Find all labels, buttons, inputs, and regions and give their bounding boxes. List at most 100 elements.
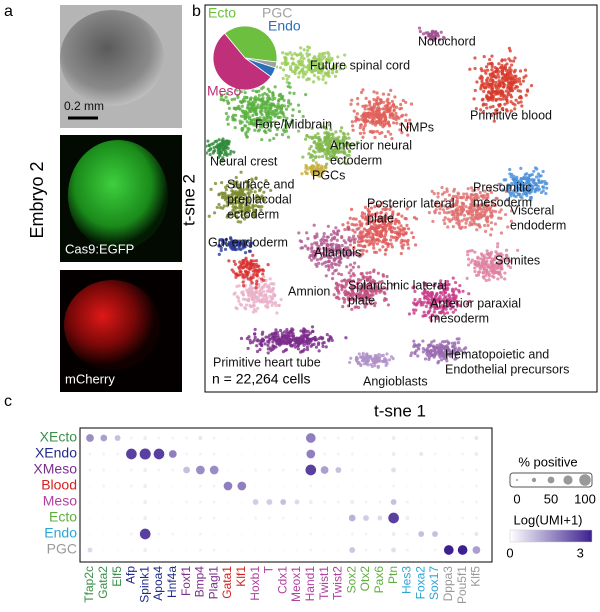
cell-dot xyxy=(239,170,243,174)
image-label: mCherry xyxy=(65,371,115,386)
cell-dot xyxy=(316,71,321,75)
cell-dot xyxy=(466,257,471,261)
cell-dot xyxy=(368,271,372,275)
cell-dot xyxy=(394,118,398,122)
cell-dot xyxy=(486,68,490,72)
cell-dot xyxy=(213,181,218,186)
cell-dot xyxy=(254,268,259,272)
cell-dot xyxy=(466,253,470,257)
cell-dot xyxy=(390,99,395,104)
expression-dot xyxy=(363,515,369,521)
cell-dot xyxy=(313,156,317,160)
cell-dot xyxy=(334,149,338,153)
cell-dot xyxy=(348,263,353,267)
cell-dot xyxy=(375,114,379,118)
cell-dot xyxy=(485,80,489,84)
cell-dot xyxy=(301,75,305,79)
cell-dot xyxy=(324,274,328,278)
cell-dot xyxy=(392,108,396,113)
cell-dot xyxy=(306,342,311,346)
cell-dot xyxy=(231,208,235,212)
cell-dot xyxy=(208,152,212,157)
cell-dot xyxy=(514,98,518,102)
cell-dot xyxy=(249,278,253,282)
expression-dot xyxy=(129,468,133,472)
cell-dot xyxy=(378,248,382,252)
cell-dot xyxy=(403,231,407,235)
cell-dot xyxy=(405,223,409,227)
cell-dot xyxy=(509,109,513,113)
cell-dot xyxy=(265,123,269,127)
gene-label: Twist1 xyxy=(317,566,331,600)
cell-dot xyxy=(223,191,227,195)
cell-dot xyxy=(350,98,354,102)
cell-dot xyxy=(484,209,489,213)
size-legend-dot xyxy=(547,476,555,484)
cell-dot xyxy=(230,189,234,193)
cell-dot xyxy=(256,338,260,342)
cell-dot xyxy=(450,289,455,293)
cell-dot xyxy=(513,107,517,111)
cell-dot xyxy=(271,340,275,344)
expression-dot xyxy=(198,532,202,536)
cell-dot xyxy=(236,210,240,214)
cell-dot xyxy=(373,135,377,140)
cell-dot xyxy=(386,103,390,108)
cell-dot xyxy=(335,69,339,74)
expression-dot xyxy=(474,452,479,456)
cell-dot xyxy=(285,328,289,332)
cell-dot xyxy=(324,127,328,131)
cell-dot xyxy=(317,261,321,265)
cell-dot xyxy=(343,227,347,232)
expression-dot xyxy=(295,484,299,488)
expression-dot xyxy=(212,516,216,520)
cell-dot xyxy=(321,140,325,144)
cell-dot xyxy=(236,296,241,300)
cell-dot xyxy=(371,243,376,247)
cell-dot xyxy=(315,136,319,140)
cell-dot xyxy=(485,106,489,110)
cell-dot xyxy=(491,104,495,109)
cell-dot xyxy=(343,278,347,282)
gene-label: Bmp4 xyxy=(193,566,207,598)
cell-dot xyxy=(436,191,440,195)
cell-dot xyxy=(332,259,336,263)
cell-dot xyxy=(237,201,242,205)
cell-dot xyxy=(486,223,490,228)
expression-dot xyxy=(254,532,257,536)
cell-dot xyxy=(223,145,228,150)
cell-dot xyxy=(307,337,311,341)
expression-dot xyxy=(461,436,465,440)
cell-dot xyxy=(375,120,379,125)
cell-dot xyxy=(207,214,211,218)
cell-dot xyxy=(217,143,221,148)
cell-dot xyxy=(325,333,329,337)
expression-dot xyxy=(157,484,161,488)
cell-dot xyxy=(342,160,346,164)
cell-dot xyxy=(341,305,345,309)
cell-dot xyxy=(275,339,279,343)
cell-dot xyxy=(249,190,253,194)
expression-dot xyxy=(419,484,423,488)
cell-dot xyxy=(416,354,420,358)
cell-dot xyxy=(263,342,267,346)
cell-dot xyxy=(290,118,294,122)
expression-dot xyxy=(320,466,329,474)
cell-dot xyxy=(439,203,444,207)
cell-dot xyxy=(363,205,368,209)
cell-dot xyxy=(290,56,294,60)
cell-dot xyxy=(327,259,331,263)
cell-dot xyxy=(355,227,359,231)
cell-dot xyxy=(308,155,313,160)
cell-dot xyxy=(341,223,345,227)
cell-dot xyxy=(392,121,396,125)
cell-dot xyxy=(350,124,355,128)
cell-dot xyxy=(489,214,493,218)
cell-dot xyxy=(523,172,527,177)
cluster-label: PGCs xyxy=(312,168,345,182)
cell-dot xyxy=(389,242,393,246)
cell-dot xyxy=(230,98,234,102)
cell-dot xyxy=(322,241,326,245)
cell-dot xyxy=(509,209,514,213)
